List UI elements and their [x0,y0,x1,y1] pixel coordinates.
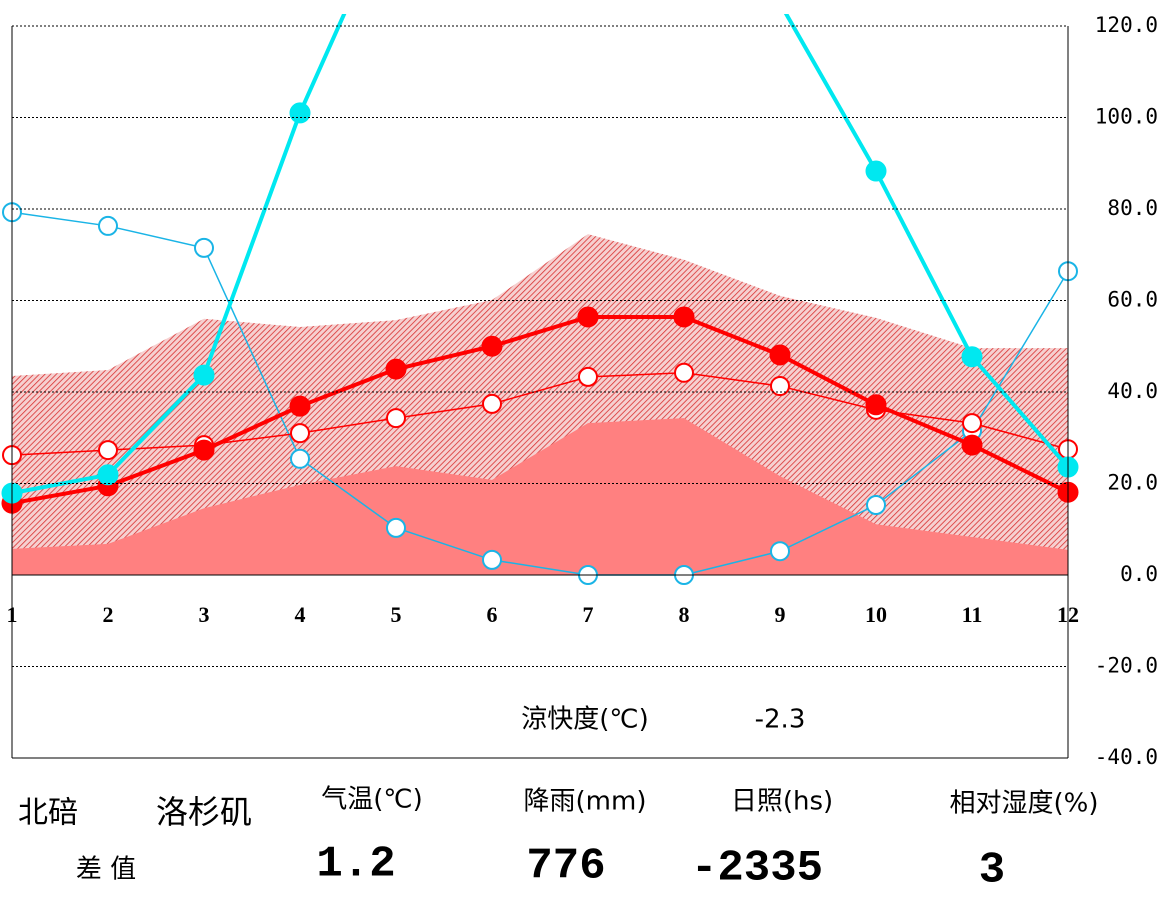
marker [673,306,695,328]
table-header: 日照(hs) [731,787,833,817]
marker [961,346,983,368]
y-tick-label: 80.0 [1107,196,1158,220]
marker [290,423,310,444]
y-tick-label: -20.0 [1095,654,1158,678]
y-tick-label: 20.0 [1107,471,1158,495]
marker [962,413,982,434]
x-tick-label: 1 [7,602,18,627]
marker [193,364,215,386]
marker [482,549,502,570]
x-tick-label: 3 [199,602,210,627]
x-tick-label: 5 [391,602,402,627]
marker [866,495,886,516]
marker [481,335,503,357]
table-header: 降雨(mm) [524,787,647,817]
row-label: 差 值 [76,855,136,885]
area [12,418,1068,575]
marker [289,395,311,417]
marker [98,440,118,461]
annotation: -2.3 [755,705,806,735]
x-tick-label: 10 [865,602,887,627]
marker [578,366,598,387]
x-tick-label: 11 [962,602,983,627]
marker [98,215,118,236]
marker [961,434,983,456]
table-value: -2335 [691,844,823,894]
marker [770,376,790,397]
marker [770,541,790,562]
place-b: 洛杉矶 [156,793,252,831]
line [11,314,1069,506]
marker [385,358,407,380]
table-header: 气温(℃) [321,785,423,815]
x-tick-label: 8 [679,602,690,627]
marker [290,448,310,469]
x-tick-label: 6 [487,602,498,627]
table-value: 1.2 [316,840,395,890]
x-tick-label: 7 [583,602,594,627]
y-tick-label: 40.0 [1107,379,1158,403]
y-tick-label: 0.0 [1120,562,1158,586]
x-tick-label: 12 [1057,602,1079,627]
marker [386,408,406,429]
table-value: 3 [979,846,1005,896]
marker [771,0,790,13]
marker [769,344,791,366]
y-tick-label: -40.0 [1095,745,1158,769]
marker [577,306,599,328]
marker [865,160,887,182]
marker [193,439,215,461]
marker [865,394,887,416]
place-a: 北碚 [18,796,78,831]
line [11,211,1069,576]
table-header: 相对湿度(%) [950,789,1099,819]
x-tick-label: 4 [295,602,306,627]
x-tick-label: 2 [103,602,114,627]
marker [194,237,214,258]
x-tick-label: 9 [775,602,786,627]
marker [482,393,502,414]
marker [97,464,119,486]
y-tick-label: 60.0 [1107,288,1158,312]
marker [386,517,406,538]
marker [289,102,311,124]
y-tick-label: 100.0 [1095,105,1158,129]
y-tick-label: 120.0 [1095,13,1158,37]
annotation: 涼快度(℃) [521,705,649,735]
marker [674,362,694,383]
table-value: 776 [526,842,605,892]
